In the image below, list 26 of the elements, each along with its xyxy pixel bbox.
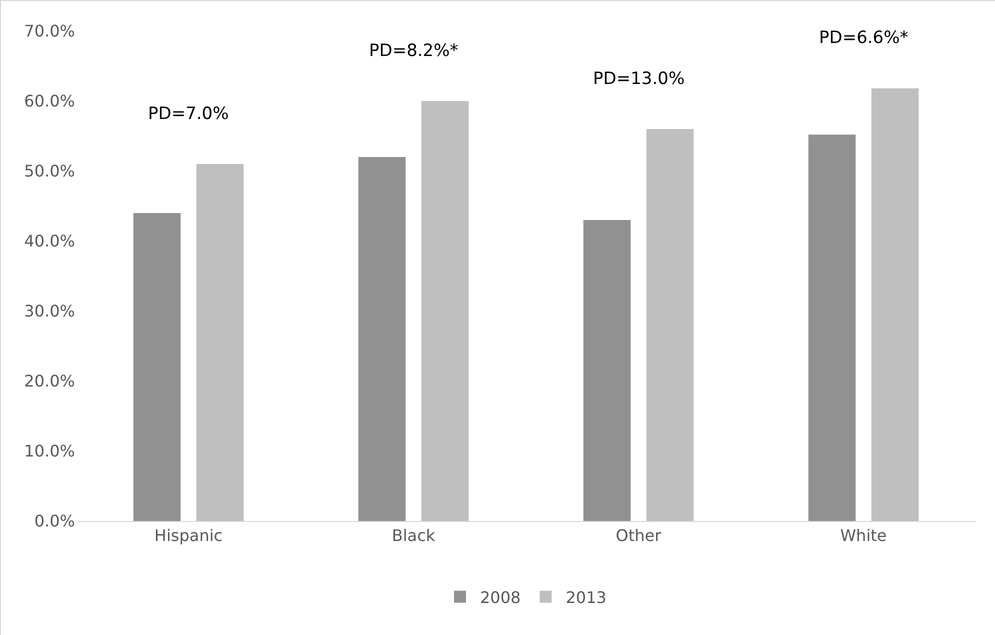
bar [421, 101, 469, 521]
y-tick-label: 60.0% [24, 92, 75, 111]
x-tick-label: White [840, 526, 887, 546]
bar [358, 157, 406, 521]
y-tick-label: 50.0% [24, 162, 75, 181]
annotation: PD=8.2%* [369, 41, 458, 61]
x-tick-label: Other [616, 526, 662, 546]
annotation: PD=13.0% [593, 69, 685, 89]
annotation: PD=6.6%* [819, 28, 908, 48]
annotation: PD=7.0% [148, 104, 229, 124]
x-tick-label: Black [392, 526, 436, 546]
y-tick-label: 40.0% [24, 232, 75, 251]
legend-label: 2008 [480, 588, 521, 607]
y-tick-label: 30.0% [24, 302, 75, 321]
y-tick-label: 20.0% [24, 372, 75, 391]
bar [133, 213, 181, 521]
x-tick-label: Hispanic [154, 526, 223, 546]
bar [646, 129, 694, 521]
y-tick-label: 70.0% [24, 22, 75, 41]
y-tick-label: 10.0% [24, 442, 75, 461]
bar [808, 134, 856, 521]
bar [583, 220, 631, 521]
legend-label: 2013 [566, 588, 606, 607]
bar [196, 164, 244, 521]
bar [871, 88, 919, 521]
y-tick-label: 0.0% [34, 512, 75, 531]
